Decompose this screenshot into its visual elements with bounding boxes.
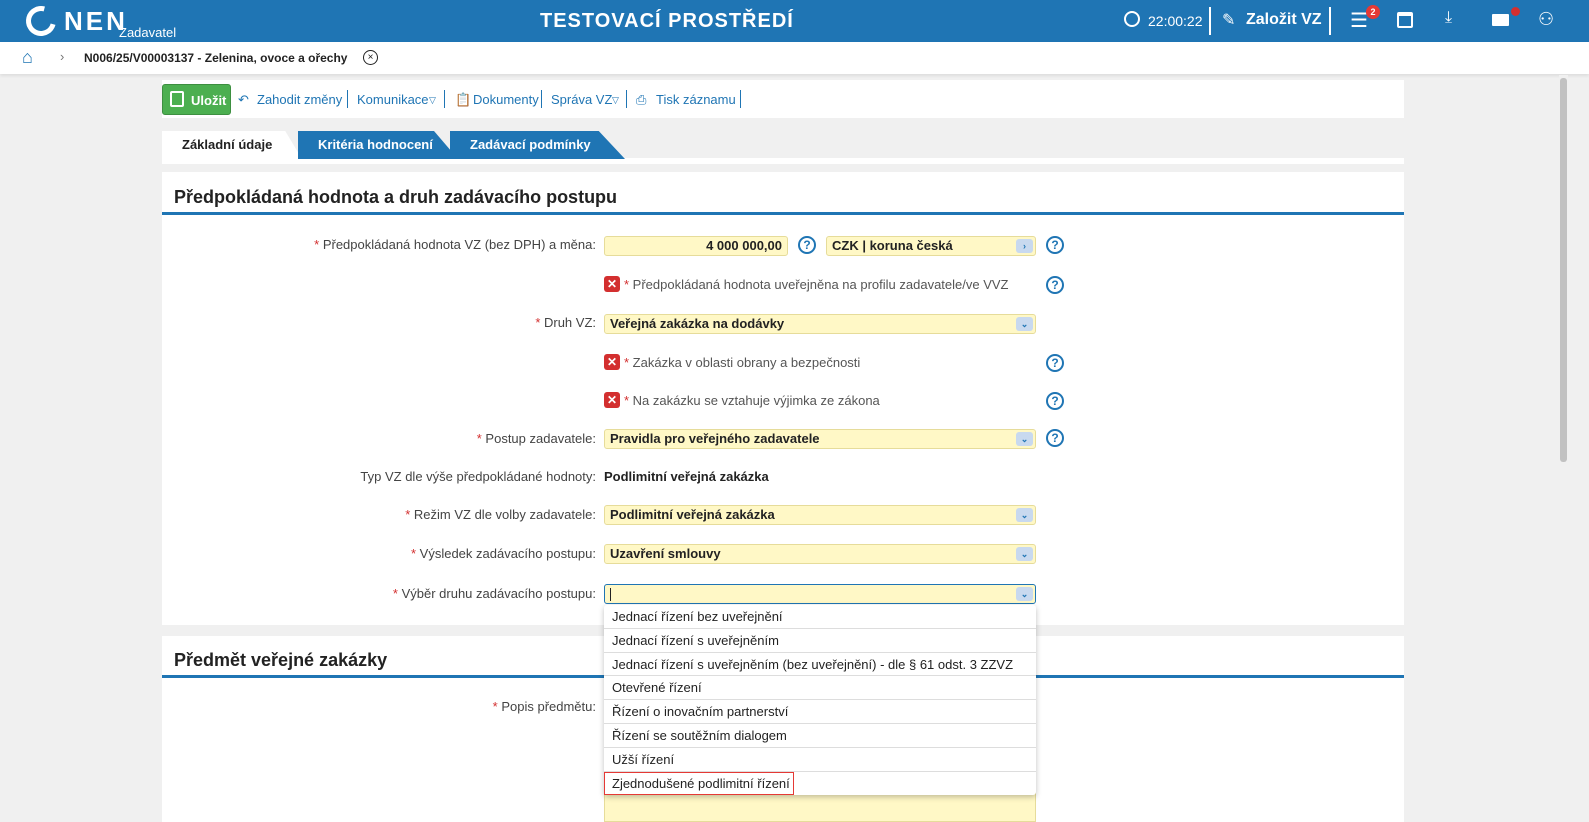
breadcrumb: ⌂ › N006/25/V00003137 - Zelenina, ovoce … [0,42,1589,74]
divider [626,90,627,108]
help-icon[interactable]: ? [1046,354,1064,372]
dropdown-option[interactable]: Jednací řízení s uveřejněním (bez uveřej… [604,653,1036,677]
environment-title: TESTOVACÍ PROSTŘEDÍ [540,10,794,32]
divider [541,90,542,108]
value-label: * Předpokládaná hodnota VZ (bez DPH) a m… [314,237,596,252]
mail-dot [1511,7,1520,16]
print-button[interactable]: Tisk záznamu [656,92,736,107]
type-select[interactable]: Veřejná zakázka na dodávky ⌄ [604,314,1036,334]
nen-logo-icon [20,0,62,42]
exception-checkbox-label: * Na zakázku se vztahuje výjimka ze záko… [624,393,880,408]
typ-label: Typ VZ dle výše předpokládané hodnoty: [360,469,596,484]
chevron-down-icon[interactable]: ⌄ [1016,432,1033,446]
dropdown-option-highlighted[interactable]: Zjednodušené podlimitní řízení [604,771,794,796]
checkbox-unchecked-icon[interactable]: ✕ [604,392,620,408]
save-button[interactable]: Uložit [162,84,231,115]
user-icon[interactable]: ⚇ [1538,9,1555,29]
chevron-down-icon[interactable]: ⌄ [1016,547,1033,561]
breadcrumb-item[interactable]: N006/25/V00003137 - Zelenina, ovoce a oř… [84,51,348,65]
tab-tender-conditions[interactable]: Zadávací podmínky [450,131,625,159]
defense-checkbox-label: * Zakázka v oblasti obrany a bezpečnosti [624,355,861,370]
type-label: * Druh VZ: [535,315,596,330]
dropdown-option[interactable]: Jednací řízení bez uveřejnění [604,605,1036,629]
choice-label: * Výběr druhu zadávacího postupu: [392,586,596,601]
currency-select[interactable]: CZK | koruna česká › [826,236,1036,256]
section-title: Předmět veřejné zakázky [174,650,388,670]
procedure-type-dropdown: Jednací řízení bez uveřejnění Jednací ří… [604,605,1036,796]
divider [1209,7,1211,35]
logo-subtitle: Zadavatel [119,25,177,40]
clock-time: 22:00:22 [1148,13,1203,29]
close-icon[interactable]: × [363,50,378,65]
clock-icon [1124,11,1140,27]
toolbar [162,80,1404,118]
notification-badge: 2 [1366,5,1380,19]
procedure-select[interactable]: Pravidla pro veřejného zadavatele ⌄ [604,429,1036,449]
chevron-right-icon: › [60,49,65,64]
communication-menu[interactable]: Komunikace [357,92,429,107]
undo-icon: ↶ [238,92,249,107]
help-icon[interactable]: ? [1046,429,1064,447]
help-icon[interactable]: ? [1046,276,1064,294]
scrollbar-thumb[interactable] [1560,78,1567,462]
chevron-down-icon[interactable]: ⌄ [1016,587,1033,601]
dropdown-option[interactable]: Otevřené řízení [604,676,1036,701]
save-icon [170,91,184,107]
app-header: NEN Zadavatel TESTOVACÍ PROSTŘEDÍ 22:00:… [0,0,1589,42]
edit-icon: ✎ [1222,12,1236,29]
logo-text: NEN [64,6,128,36]
mail-icon[interactable] [1492,14,1509,26]
published-checkbox-label: * Předpokládaná hodnota uveřejněna na pr… [624,277,1009,292]
help-icon[interactable]: ? [1046,392,1064,410]
divider [162,212,1404,215]
download-icon[interactable]: ⤓ [1445,9,1453,26]
dropdown-option[interactable]: Řízení se soutěžním dialogem [604,724,1036,748]
home-icon[interactable]: ⌂ [22,47,33,67]
tab-evaluation-criteria[interactable]: Kritéria hodnocení [298,131,458,159]
tab-strip [162,158,1404,164]
chevron-right-icon[interactable]: › [1016,239,1033,253]
divider [347,90,348,108]
help-icon[interactable]: ? [798,236,816,254]
help-icon[interactable]: ? [1046,236,1064,254]
result-select[interactable]: Uzavření smlouvy ⌄ [604,544,1036,564]
checkbox-unchecked-icon[interactable]: ✕ [604,276,620,292]
divider [1329,7,1331,35]
checkbox-unchecked-icon[interactable]: ✕ [604,354,620,370]
calendar-icon[interactable] [1397,12,1413,28]
discard-changes-button[interactable]: Zahodit změny [257,92,343,107]
result-label: * Výsledek zadávacího postupu: [410,546,596,561]
mode-select[interactable]: Podlimitní veřejná zakázka ⌄ [604,505,1036,525]
create-vz-button[interactable]: Založit VZ [1246,11,1322,28]
description-label: * Popis předmětu: [492,699,596,714]
manage-vz-menu[interactable]: Správa VZ [551,92,613,107]
section-title: Předpokládaná hodnota a druh zadávacího … [174,187,618,207]
typ-value: Podlimitní veřejná zakázka [604,469,769,484]
clipboard-icon: 📋 [455,92,472,107]
mode-label: * Režim VZ dle volby zadavatele: [405,507,596,522]
dropdown-option[interactable]: Jednací řízení s uveřejněním [604,629,1036,653]
caret-down-icon: ▽ [429,95,436,105]
chevron-down-icon[interactable]: ⌄ [1016,508,1033,522]
divider [444,90,445,108]
menu-icon[interactable]: ☰ [1350,10,1368,32]
divider [740,90,741,108]
caret-down-icon: ▽ [612,95,619,105]
printer-icon: ⎙ [636,92,647,107]
tab-basic-info[interactable]: Základní údaje [162,131,302,159]
value-input[interactable]: 4 000 000,00 [604,236,788,256]
dropdown-option[interactable]: Řízení o inovačním partnerství [604,700,1036,724]
documents-button[interactable]: Dokumenty [473,92,539,107]
chevron-down-icon[interactable]: ⌄ [1016,317,1033,331]
procedure-type-combobox[interactable]: ⌄ [604,584,1036,604]
dropdown-option[interactable]: Užší řízení [604,748,1036,772]
procedure-label: * Postup zadavatele: [476,431,596,446]
